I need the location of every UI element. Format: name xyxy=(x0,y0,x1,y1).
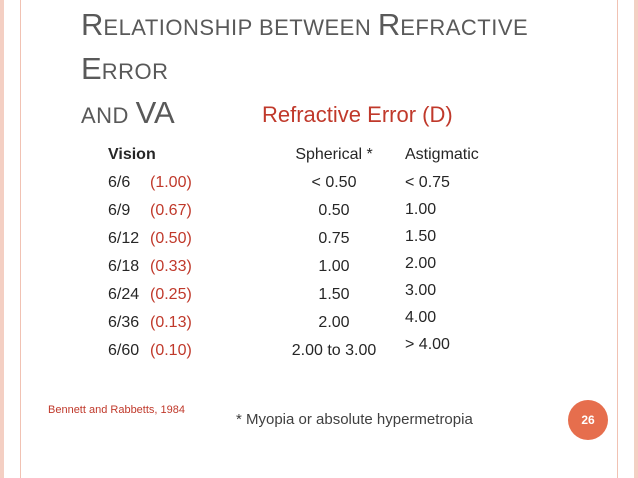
astigmatic-value: < 0.75 xyxy=(405,174,450,191)
title-cap-3: E xyxy=(81,51,102,86)
vision-decimal: (0.13) xyxy=(150,314,192,331)
title-rest-3: RROR xyxy=(101,59,169,84)
title-cap-1: R xyxy=(81,7,104,42)
astigmatic-value: 2.00 xyxy=(405,255,437,272)
vision-decimal: (0.67) xyxy=(150,202,192,219)
slide-border-left xyxy=(0,0,4,478)
astigmatic-rows: < 0.75 1.00 1.50 2.00 3.00 4.00 > 4.00 xyxy=(405,169,479,358)
astigmatic-value: 3.00 xyxy=(405,282,437,299)
vision-snellen: 6/24 xyxy=(108,286,140,303)
table-subtitle: Refractive Error (D) xyxy=(262,102,453,127)
vision-row: 6/24 (0.25) xyxy=(108,281,192,309)
vision-row: 6/18 (0.33) xyxy=(108,253,192,281)
spherical-value: 0.75 xyxy=(318,230,350,247)
astigmatic-header: Astigmatic xyxy=(405,146,479,163)
vision-decimal: (0.33) xyxy=(150,258,192,275)
vision-snellen: 6/6 xyxy=(108,174,131,191)
vision-column: Vision 6/6 (1.00) 6/9 (0.67) 6/12 (0.50) 6/18 (… xyxy=(108,141,192,365)
vision-row: 6/6 (1.00) xyxy=(108,169,192,197)
title-cap-2: R xyxy=(377,7,401,42)
vision-decimal: (0.10) xyxy=(150,342,192,359)
astigmatic-value: 4.00 xyxy=(405,309,437,326)
spherical-value: 2.00 to 3.00 xyxy=(291,342,377,359)
vision-decimal: (0.50) xyxy=(150,230,192,247)
vision-snellen: 6/60 xyxy=(108,342,140,359)
spherical-value: 1.50 xyxy=(318,286,350,303)
vision-decimal: (1.00) xyxy=(150,174,192,191)
astigmatic-value: 1.00 xyxy=(405,201,437,218)
spherical-rows: < 0.50 0.50 0.75 1.00 1.50 2.00 2.00 to 3.00 xyxy=(280,169,388,365)
vision-rows: 6/6 (1.00) 6/9 (0.67) 6/12 (0.50) 6/18 (0.33) 6/… xyxy=(108,169,192,365)
vision-snellen: 6/9 xyxy=(108,202,131,219)
source-citation: Bennett and Rabbetts, 1984 xyxy=(48,404,185,416)
slide-border-line-right xyxy=(617,0,618,478)
title-line-1: RELATIONSHIP BETWEEN REFRACTIVE ERROR xyxy=(81,6,611,94)
slide-border-right xyxy=(634,0,638,478)
spherical-column: Spherical * < 0.50 0.50 0.75 1.00 1.50 2.00 2.… xyxy=(280,141,388,365)
vision-decimal: (0.25) xyxy=(150,286,192,303)
vision-row: 6/9 (0.67) xyxy=(108,197,192,225)
spherical-value: 1.00 xyxy=(318,258,350,275)
astigmatic-value: > 4.00 xyxy=(405,336,450,353)
spherical-value: < 0.50 xyxy=(311,174,357,191)
title-rest-1: ELATIONSHIP BETWEEN xyxy=(103,15,378,40)
footnote: * Myopia or absolute hypermetropia xyxy=(236,411,473,428)
spherical-value: 2.00 xyxy=(318,314,350,331)
title-line2-small: AND xyxy=(81,103,136,128)
vision-header: Vision xyxy=(108,146,156,163)
slide-border-line-left xyxy=(20,0,21,478)
vision-snellen: 6/12 xyxy=(108,230,140,247)
spherical-value: 0.50 xyxy=(318,202,350,219)
spherical-header: Spherical * xyxy=(295,146,373,163)
vision-snellen: 6/18 xyxy=(108,258,140,275)
astigmatic-column: Astigmatic < 0.75 1.00 1.50 2.00 3.00 4.00 > 4… xyxy=(405,141,479,358)
title-rest-2: EFRACTIVE xyxy=(400,15,529,40)
vision-snellen: 6/36 xyxy=(108,314,140,331)
page-number-badge: 26 xyxy=(568,400,608,440)
slide-title: RELATIONSHIP BETWEEN REFRACTIVE ERROR AN… xyxy=(81,6,611,138)
title-line-2: AND VA xyxy=(81,94,611,138)
vision-row: 6/60 (0.10) xyxy=(108,337,192,365)
astigmatic-value: 1.50 xyxy=(405,228,437,245)
vision-row: 6/36 (0.13) xyxy=(108,309,192,337)
vision-row: 6/12 (0.50) xyxy=(108,225,192,253)
title-line2-big: VA xyxy=(135,95,175,130)
